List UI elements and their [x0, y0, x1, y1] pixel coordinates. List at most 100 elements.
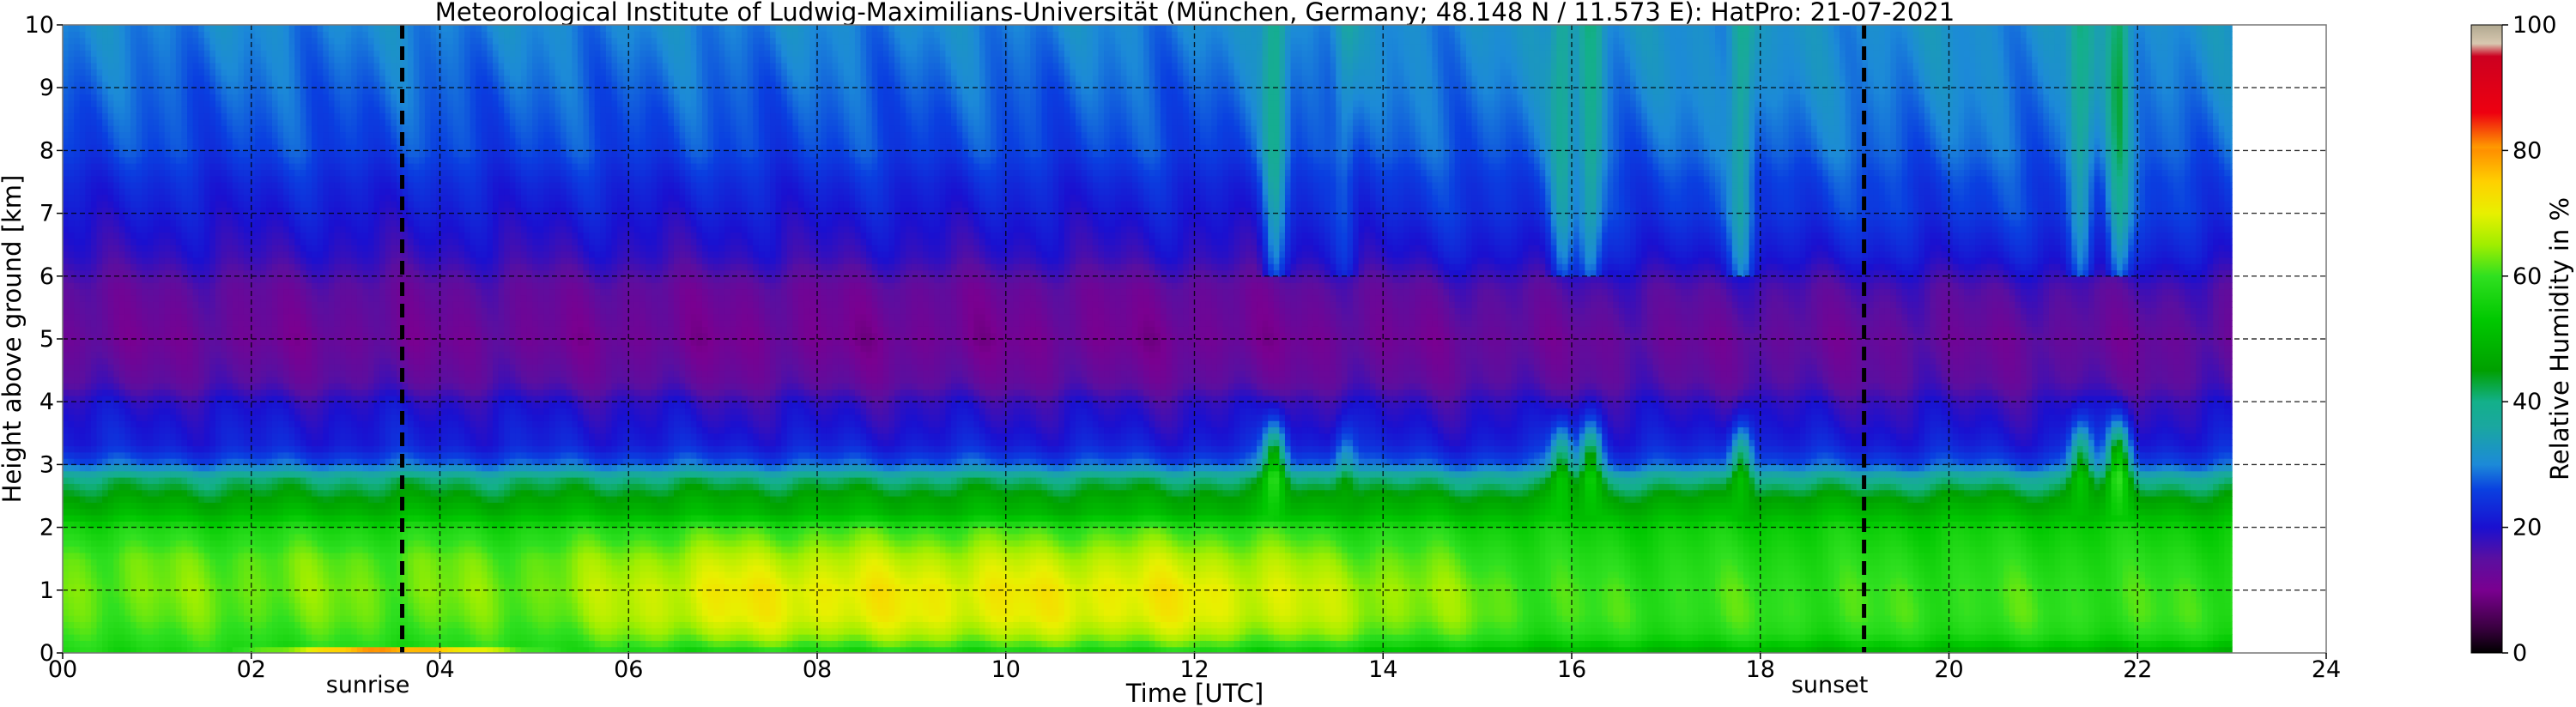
- heatmap-cell: [130, 50, 136, 57]
- heatmap-cell: [261, 464, 267, 471]
- heatmap-cell: [108, 326, 114, 333]
- heatmap-cell: [170, 276, 176, 283]
- heatmap-cell: [153, 94, 159, 101]
- heatmap-cell: [148, 307, 154, 314]
- heatmap-cell: [193, 233, 199, 239]
- heatmap-cell: [266, 295, 272, 302]
- heatmap-cell: [91, 157, 97, 164]
- heatmap-cell: [187, 621, 193, 628]
- heatmap-cell: [261, 402, 267, 408]
- heatmap-cell: [85, 44, 91, 51]
- heatmap-cell: [108, 490, 114, 497]
- heatmap-cell: [170, 439, 176, 446]
- heatmap-cell: [198, 195, 204, 202]
- heatmap-cell: [272, 163, 278, 170]
- heatmap-cell: [261, 634, 267, 641]
- heatmap-cell: [261, 301, 267, 308]
- heatmap-cell: [198, 471, 204, 478]
- heatmap-cell: [221, 201, 227, 208]
- heatmap-cell: [85, 195, 91, 202]
- heatmap-cell: [130, 63, 136, 69]
- heatmap-cell: [215, 471, 221, 478]
- heatmap-cell: [85, 201, 91, 208]
- heatmap-cell: [193, 44, 199, 51]
- heatmap-cell: [69, 44, 75, 51]
- heatmap-cell: [255, 44, 261, 51]
- heatmap-cell: [148, 502, 154, 509]
- heatmap-cell: [91, 621, 97, 628]
- heatmap-cell: [91, 119, 97, 126]
- heatmap-cell: [221, 547, 227, 553]
- heatmap-cell: [102, 408, 108, 415]
- heatmap-cell: [119, 251, 125, 258]
- heatmap-cell: [102, 420, 108, 427]
- heatmap-cell: [221, 515, 227, 522]
- heatmap-cell: [187, 496, 193, 503]
- heatmap-cell: [204, 540, 210, 547]
- heatmap-cell: [108, 220, 114, 227]
- heatmap-cell: [233, 477, 239, 484]
- heatmap-cell: [198, 490, 204, 497]
- heatmap-cell: [198, 257, 204, 264]
- heatmap-cell: [108, 483, 114, 490]
- heatmap-cell: [102, 245, 108, 251]
- heatmap-cell: [74, 276, 80, 283]
- heatmap-cell: [176, 408, 182, 415]
- heatmap-cell: [136, 188, 142, 195]
- heatmap-cell: [85, 565, 91, 572]
- heatmap-cell: [113, 452, 119, 459]
- heatmap-cell: [193, 245, 199, 251]
- heatmap-cell: [69, 559, 75, 565]
- heatmap-cell: [266, 125, 272, 132]
- heatmap-cell: [113, 94, 119, 101]
- heatmap-cell: [102, 307, 108, 314]
- heatmap-cell: [80, 547, 86, 553]
- heatmap-cell: [69, 295, 75, 302]
- heatmap-cell: [255, 88, 261, 94]
- heatmap-cell: [63, 439, 69, 446]
- heatmap-cell: [244, 502, 250, 509]
- heatmap-cell: [227, 119, 233, 126]
- heatmap-cell: [125, 282, 131, 289]
- heatmap-cell: [80, 157, 86, 164]
- heatmap-cell: [272, 94, 278, 101]
- heatmap-cell: [272, 339, 278, 346]
- heatmap-cell: [74, 125, 80, 132]
- heatmap-cell: [221, 483, 227, 490]
- heatmap-cell: [159, 88, 165, 94]
- heatmap-cell: [250, 559, 256, 565]
- heatmap-cell: [153, 634, 159, 641]
- heatmap-cell: [204, 125, 210, 132]
- heatmap-cell: [165, 169, 171, 176]
- heatmap-cell: [85, 390, 91, 396]
- heatmap-cell: [187, 615, 193, 622]
- heatmap-cell: [193, 390, 199, 396]
- heatmap-cell: [165, 565, 171, 572]
- heatmap-cell: [181, 408, 187, 415]
- heatmap-cell: [227, 420, 233, 427]
- heatmap-cell: [187, 125, 193, 132]
- heatmap-cell: [221, 220, 227, 227]
- heatmap-cell: [244, 88, 250, 94]
- heatmap-cell: [85, 634, 91, 641]
- heatmap-cell: [148, 408, 154, 415]
- heatmap-cell: [136, 320, 142, 327]
- heatmap-cell: [130, 25, 136, 32]
- heatmap-cell: [170, 452, 176, 459]
- heatmap-cell: [215, 106, 221, 113]
- heatmap-cell: [119, 239, 125, 245]
- heatmap-cell: [125, 163, 131, 170]
- heatmap-cell: [215, 621, 221, 628]
- heatmap-cell: [170, 559, 176, 565]
- heatmap-cell: [244, 477, 250, 484]
- heatmap-cell: [136, 433, 142, 440]
- heatmap-cell: [221, 131, 227, 138]
- heatmap-cell: [233, 420, 239, 427]
- heatmap-cell: [193, 377, 199, 384]
- heatmap-cell: [165, 220, 171, 227]
- heatmap-cell: [142, 634, 148, 641]
- heatmap-cell: [97, 528, 103, 535]
- heatmap-cell: [204, 377, 210, 384]
- heatmap-cell: [181, 245, 187, 251]
- heatmap-cell: [261, 69, 267, 76]
